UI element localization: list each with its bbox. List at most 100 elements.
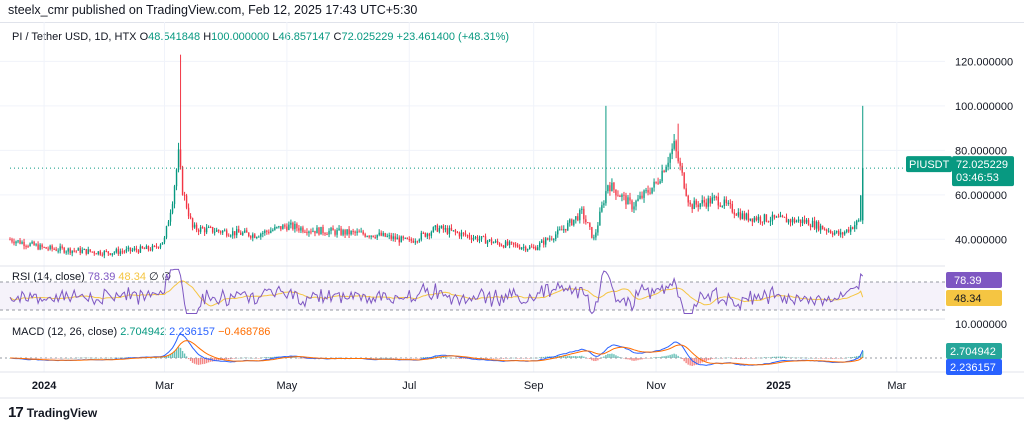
macd-hist-bar	[611, 353, 613, 358]
candle	[143, 247, 146, 250]
footer-brand[interactable]: 17 TradingView	[8, 404, 97, 421]
macd-hist-bar	[522, 358, 525, 359]
candle	[59, 243, 61, 254]
candle	[733, 209, 736, 219]
candle	[751, 218, 754, 227]
time-tick-label: 2025	[766, 380, 790, 392]
candle	[741, 210, 744, 220]
candle	[270, 227, 272, 234]
candle	[227, 233, 230, 237]
candle-body	[53, 248, 55, 250]
candle	[444, 225, 447, 233]
candle	[771, 211, 774, 225]
candle-body	[225, 230, 228, 236]
price-tick-label: 80.000000	[955, 145, 1007, 157]
candle	[135, 245, 138, 253]
candle-body	[153, 245, 156, 247]
candle	[107, 251, 110, 256]
candle	[737, 208, 740, 218]
macd-hist-bar	[264, 357, 266, 358]
macd-hist-bar	[171, 352, 174, 358]
candle-body	[414, 241, 417, 243]
last-price-label: 72.025229	[956, 159, 1008, 171]
candle	[75, 250, 77, 254]
candle	[386, 233, 388, 238]
candle	[308, 230, 310, 237]
macd-hist-bar	[376, 358, 378, 359]
macd-hist-bar	[77, 357, 79, 359]
candle-body	[773, 214, 776, 218]
candle-body	[502, 245, 505, 248]
time-axis: 2024 Mar May Jul Sep Nov 2025 Mar	[32, 380, 907, 392]
candle-body	[675, 141, 677, 152]
candle-body	[404, 237, 406, 239]
macd-hist-bar	[707, 358, 709, 361]
candle-body	[522, 246, 525, 248]
candle-body	[524, 246, 527, 251]
candle	[189, 213, 192, 220]
candle-body	[175, 169, 178, 187]
candle-body	[264, 230, 266, 233]
macd-hist-bar	[709, 358, 711, 360]
candle	[256, 236, 258, 240]
candle	[667, 156, 669, 171]
candle-body	[169, 212, 172, 222]
candle	[97, 251, 99, 256]
candle	[745, 212, 748, 221]
symbol-title[interactable]: PI / Tether USD, 1D, HTX	[12, 31, 137, 43]
candle-body	[647, 190, 649, 193]
candle-body	[187, 207, 190, 217]
macd-hist-bar	[528, 358, 531, 359]
candle-body	[743, 213, 746, 220]
candle	[39, 243, 41, 251]
candle	[476, 235, 479, 243]
candle-body	[785, 217, 788, 223]
macd-hist-bar	[625, 358, 627, 360]
candle	[595, 229, 597, 241]
macd-hist-bar	[418, 358, 421, 359]
candle-body	[346, 229, 348, 235]
candle	[167, 219, 170, 227]
candle-body	[308, 231, 310, 234]
candle	[408, 236, 410, 242]
macd-hist-value: 2.704942	[120, 326, 167, 338]
candle-body	[619, 195, 621, 197]
macd-hist-bar	[446, 357, 449, 359]
candle	[460, 229, 463, 240]
macd-hist-bar	[717, 357, 719, 359]
macd-legend[interactable]: MACD (12, 26, close) 2.704942 2.236157 −…	[12, 326, 270, 338]
candle-body	[472, 237, 475, 240]
candle	[89, 249, 91, 253]
candle-body	[234, 231, 236, 236]
macd-hist-bar	[111, 357, 114, 359]
candle-body	[171, 204, 174, 213]
candle-body	[751, 218, 754, 222]
macd-hist-bar	[771, 356, 774, 358]
candle-body	[561, 229, 563, 231]
candle	[115, 247, 118, 254]
candle	[775, 215, 778, 218]
candle-body	[440, 225, 443, 229]
macd-hist-bar	[51, 358, 53, 359]
candle	[181, 165, 184, 196]
candle-body	[854, 225, 856, 229]
macd-hist-bar	[787, 357, 790, 358]
candle-body	[296, 223, 298, 229]
candle	[438, 225, 441, 234]
macd-hist-bar	[629, 358, 631, 360]
candle-body	[571, 219, 573, 226]
candle	[452, 230, 455, 232]
candle-body	[227, 235, 230, 237]
macd-hist-bar	[223, 358, 226, 360]
macd-hist-bar	[492, 358, 495, 359]
candle	[757, 214, 760, 224]
macd-hist-bar	[747, 358, 750, 359]
candle-body	[201, 227, 204, 229]
candle	[91, 251, 93, 253]
macd-hist-bar	[183, 353, 186, 358]
macd-hist-bar	[583, 356, 585, 358]
candle-body	[791, 218, 794, 223]
candle	[669, 152, 671, 170]
macd-hist-bar	[721, 358, 723, 359]
